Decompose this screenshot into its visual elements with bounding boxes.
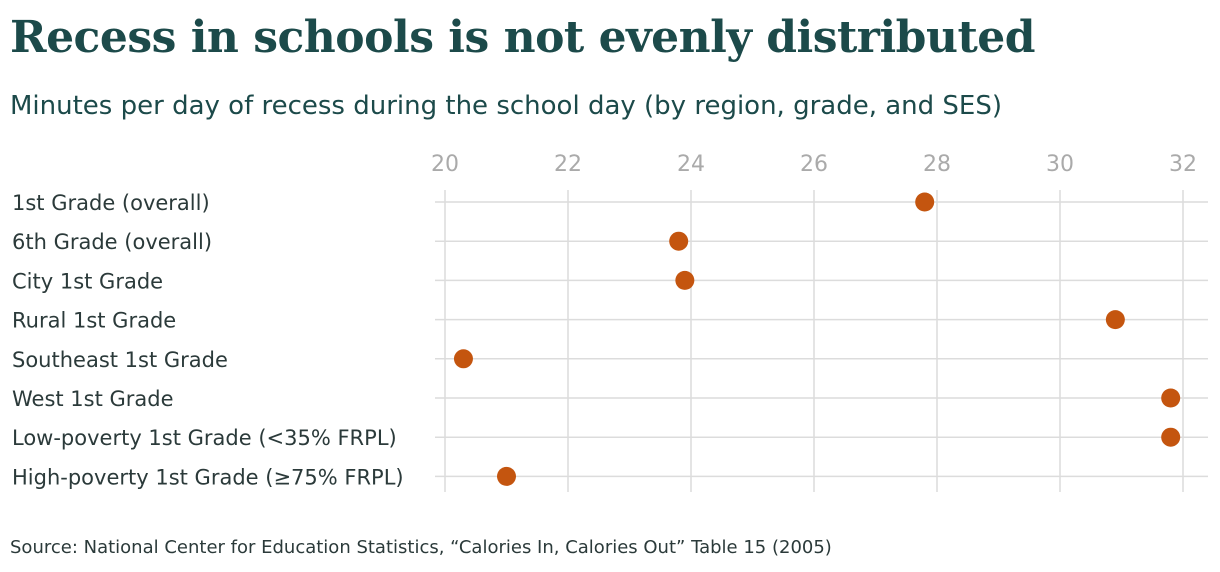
data-point bbox=[1161, 427, 1181, 447]
x-tick-label: 28 bbox=[923, 152, 951, 177]
category-labels: 1st Grade (overall) 6th Grade (overall) Ci… bbox=[12, 191, 404, 489]
data-point bbox=[453, 349, 473, 369]
chart-subtitle: Minutes per day of recess during the sch… bbox=[10, 91, 1002, 121]
category-label: 1st Grade (overall) bbox=[12, 191, 210, 215]
chart-title: Recess in schools is not evenly distribu… bbox=[10, 12, 1036, 63]
category-label: City 1st Grade bbox=[12, 269, 163, 293]
data-point bbox=[1161, 388, 1181, 408]
x-tick-label: 26 bbox=[800, 152, 828, 177]
data-point bbox=[1105, 310, 1125, 330]
horizontal-gridlines bbox=[435, 201, 1208, 478]
x-axis-tick-labels: 20 22 24 26 28 30 32 bbox=[431, 152, 1197, 177]
category-label: Low-poverty 1st Grade (<35% FRPL) bbox=[12, 426, 397, 450]
data-point bbox=[915, 192, 935, 212]
vertical-gridlines bbox=[444, 190, 1184, 492]
data-point bbox=[497, 466, 516, 486]
x-tick-label: 30 bbox=[1046, 152, 1074, 177]
data-point bbox=[675, 270, 695, 290]
data-point bbox=[669, 231, 689, 251]
source-note: Source: National Center for Education St… bbox=[10, 537, 832, 558]
dot-plot: 20 22 24 26 28 30 32 1st Grade (overall) 6th Gr… bbox=[12, 152, 1208, 492]
category-label: 6th Grade (overall) bbox=[12, 230, 212, 254]
category-label: West 1st Grade bbox=[12, 387, 174, 411]
x-tick-label: 20 bbox=[431, 152, 459, 177]
category-label: Southeast 1st Grade bbox=[12, 348, 228, 372]
category-label: High-poverty 1st Grade (≥75% FRPL) bbox=[12, 465, 404, 489]
category-label: Rural 1st Grade bbox=[12, 309, 176, 333]
data-points bbox=[453, 192, 1181, 486]
x-tick-label: 32 bbox=[1169, 152, 1197, 177]
x-tick-label: 22 bbox=[554, 152, 582, 177]
x-tick-label: 24 bbox=[677, 152, 705, 177]
